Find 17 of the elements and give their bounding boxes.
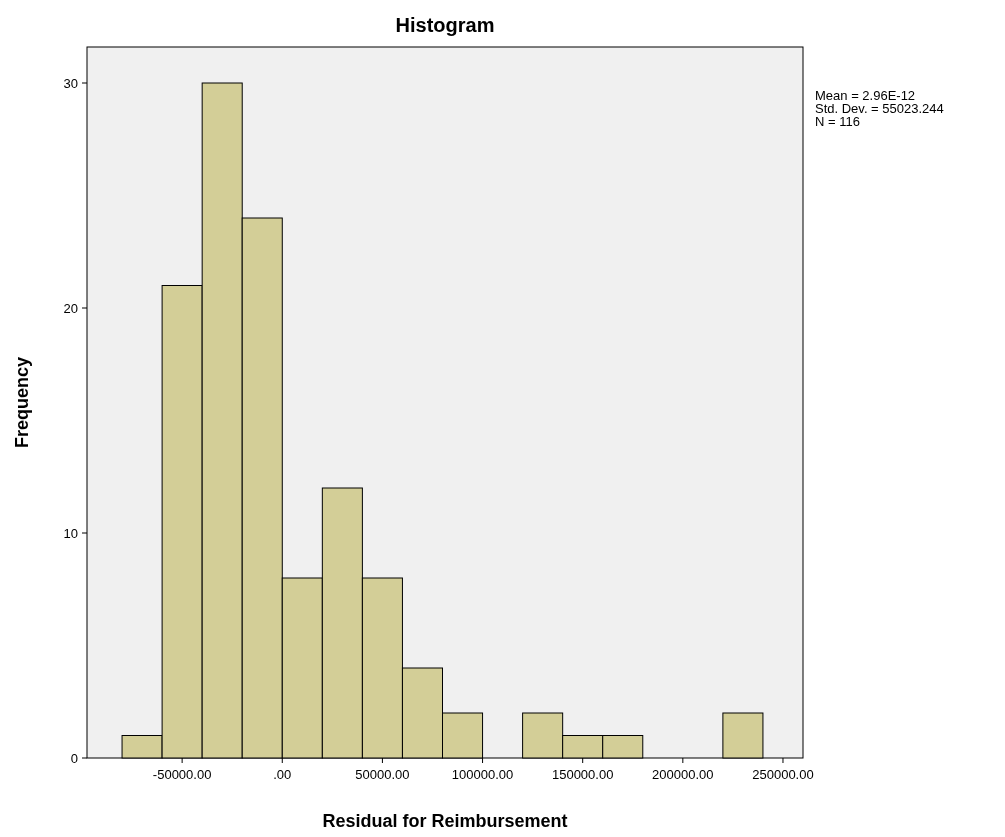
y-tick-label: 0 [70, 751, 78, 766]
x-tick-label: -50000.00 [152, 767, 212, 782]
chart-title: Histogram [395, 14, 495, 36]
x-axis-title: Residual for Reimbursement [322, 811, 568, 831]
text: Std. Dev. = 55023.244 [815, 101, 944, 116]
x-tick-label: 150000.00 [551, 767, 614, 782]
x-tick-label: .00 [273, 767, 292, 782]
x-tick-label: 50000.00 [355, 767, 410, 782]
y-tick-label: 30 [63, 76, 78, 91]
y-tick-label: 20 [63, 301, 78, 316]
x-tick-label: 100000.00 [451, 767, 514, 782]
y-tick-label: 10 [63, 526, 78, 541]
y-axis-title: Frequency [12, 356, 32, 449]
x-tick-label: 250000.00 [752, 767, 814, 782]
text: Mean = 2.96E-12 [815, 88, 916, 103]
x-tick-label: 200000.00 [652, 767, 714, 782]
text: N = 116 [815, 114, 860, 129]
